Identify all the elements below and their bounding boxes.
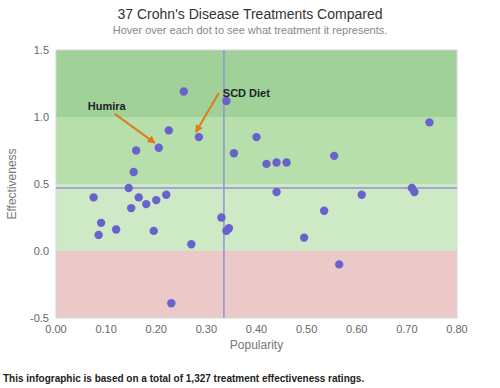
- x-tick-label: 0.70: [396, 323, 417, 335]
- x-tick-label: 0.40: [246, 323, 267, 335]
- point[interactable]: [230, 149, 238, 157]
- point[interactable]: [225, 224, 233, 232]
- point[interactable]: [162, 191, 170, 199]
- x-tick-label: 0.50: [296, 323, 317, 335]
- band: [56, 251, 457, 318]
- x-tick-label: 0.80: [446, 323, 467, 335]
- x-tick-label: 0.10: [95, 323, 116, 335]
- band: [56, 184, 457, 251]
- y-axis-label: Effectiveness: [5, 148, 19, 219]
- point[interactable]: [262, 160, 270, 168]
- x-tick-label: 0.20: [146, 323, 167, 335]
- x-tick-label: 0.00: [45, 323, 66, 335]
- point[interactable]: [335, 260, 343, 268]
- point[interactable]: [112, 225, 120, 233]
- point[interactable]: [358, 191, 366, 199]
- point[interactable]: [152, 196, 160, 204]
- annotation-text: SCD Diet: [223, 87, 270, 99]
- point[interactable]: [89, 193, 97, 201]
- point[interactable]: [217, 213, 225, 221]
- point[interactable]: [272, 158, 280, 166]
- y-tick-label: 1.0: [34, 111, 49, 123]
- chart: 37 Crohn's Disease Treatments Compared Ho…: [0, 0, 500, 388]
- band: [56, 50, 457, 117]
- point[interactable]: [94, 231, 102, 239]
- y-tick-label: 1.5: [34, 44, 49, 56]
- point[interactable]: [155, 144, 163, 152]
- reference-lines: [56, 50, 457, 318]
- point[interactable]: [150, 227, 158, 235]
- reference-line-y: [56, 187, 457, 189]
- point[interactable]: [410, 188, 418, 196]
- title: 37 Crohn's Disease Treatments Compared: [118, 6, 383, 22]
- point[interactable]: [330, 152, 338, 160]
- point[interactable]: [195, 133, 203, 141]
- point[interactable]: [142, 200, 150, 208]
- point[interactable]: [300, 233, 308, 241]
- plot-frame: [56, 50, 457, 318]
- point[interactable]: [135, 193, 143, 201]
- point[interactable]: [124, 184, 132, 192]
- x-tick-label: 0.60: [346, 323, 367, 335]
- point[interactable]: [97, 219, 105, 227]
- footnote: This infographic is based on a total of …: [3, 373, 364, 384]
- annotation-arrow: [196, 93, 219, 132]
- annotation-arrow: [115, 114, 155, 143]
- points: [89, 87, 433, 307]
- point[interactable]: [320, 207, 328, 215]
- point[interactable]: [165, 126, 173, 134]
- y-tick-label: 0.0: [34, 245, 49, 257]
- point[interactable]: [132, 146, 140, 154]
- x-axis-label: Popularity: [230, 338, 283, 352]
- point[interactable]: [425, 118, 433, 126]
- band: [56, 117, 457, 184]
- point[interactable]: [282, 158, 290, 166]
- bands: [56, 50, 457, 318]
- point[interactable]: [129, 168, 137, 176]
- annotation-text: Humira: [88, 100, 127, 112]
- point[interactable]: [127, 204, 135, 212]
- point[interactable]: [167, 299, 175, 307]
- point[interactable]: [187, 240, 195, 248]
- x-tick-label: 0.30: [196, 323, 217, 335]
- subtitle: Hover over each dot to see what treatmen…: [113, 24, 388, 36]
- point[interactable]: [180, 87, 188, 95]
- point[interactable]: [252, 133, 260, 141]
- y-tick-label: 0.5: [34, 178, 49, 190]
- point[interactable]: [272, 188, 280, 196]
